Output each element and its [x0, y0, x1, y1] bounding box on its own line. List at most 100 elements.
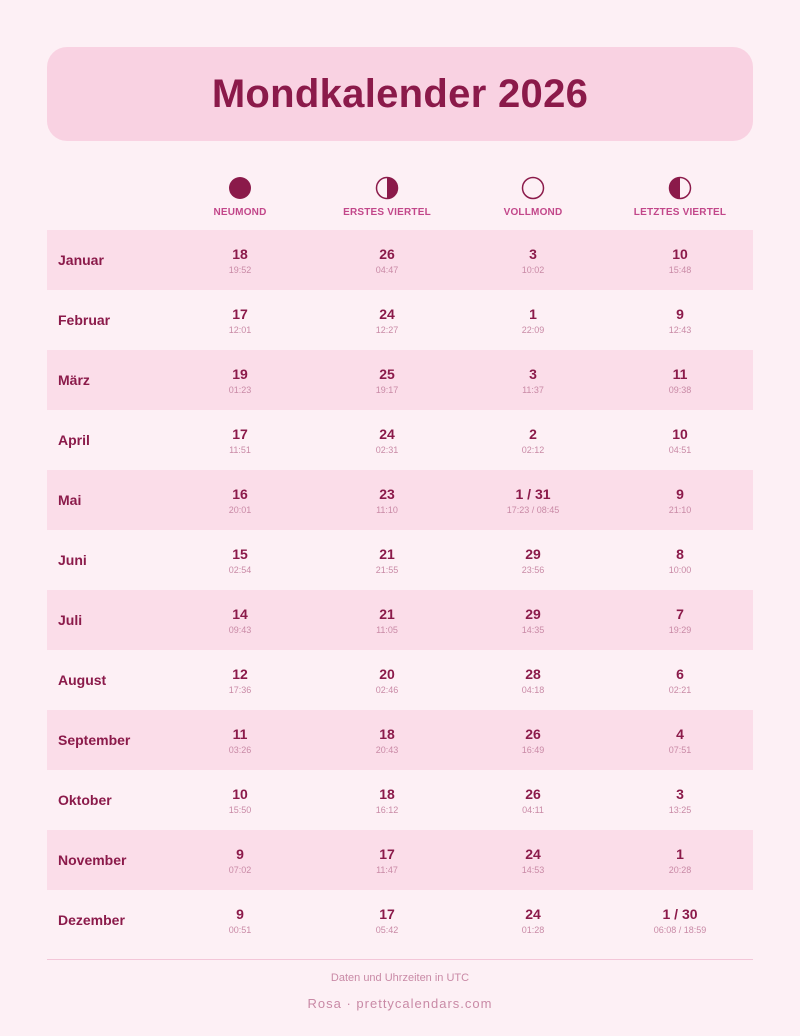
phase-day: 2	[529, 426, 537, 442]
phase-time: 09:43	[228, 625, 252, 635]
last-quarter-icon	[668, 176, 692, 200]
phase-time: 09:38	[668, 385, 692, 395]
month-label: November	[58, 852, 127, 868]
phase-cell: 14 09:43	[165, 606, 315, 636]
phase-cell: 24 12:27	[312, 306, 462, 336]
phase-day: 9	[236, 846, 244, 862]
phase-time: 19:29	[668, 625, 692, 635]
phase-time: 12:43	[668, 325, 692, 335]
phase-time: 01:23	[228, 385, 252, 395]
phase-day: 20	[379, 666, 395, 682]
month-label: Dezember	[58, 912, 125, 928]
phase-day: 10	[232, 786, 248, 802]
phase-day: 28	[525, 666, 541, 682]
table-row: Juni 15 02:54 21 21:55 29 23:56 8 10:00	[47, 530, 753, 590]
phase-cell: 9 21:10	[605, 486, 755, 516]
phase-time: 07:02	[228, 865, 252, 875]
phase-day: 1 / 31	[515, 486, 551, 502]
phase-day: 24	[525, 906, 541, 922]
phase-day: 3	[529, 366, 537, 382]
phase-day: 17	[379, 846, 395, 862]
phase-time: 20:28	[668, 865, 692, 875]
phase-day: 24	[379, 426, 395, 442]
phase-time: 16:49	[521, 745, 545, 755]
phase-time: 10:00	[668, 565, 692, 575]
title-banner: Mondkalender 2026	[47, 47, 753, 141]
phase-day: 1 / 30	[662, 906, 698, 922]
phase-time: 04:18	[521, 685, 545, 695]
phase-cell: 8 10:00	[605, 546, 755, 576]
phase-day: 18	[379, 726, 395, 742]
phase-day: 10	[672, 426, 688, 442]
table-row: Juli 14 09:43 21 11:05 29 14:35 7 19:29	[47, 590, 753, 650]
phase-day: 9	[236, 906, 244, 922]
phase-day: 23	[379, 486, 395, 502]
phase-cell: 24 01:28	[458, 906, 608, 936]
phase-cell: 26 04:11	[458, 786, 608, 816]
phase-time: 22:09	[521, 325, 545, 335]
phase-time: 02:12	[521, 445, 545, 455]
phase-cell: 11 03:26	[165, 726, 315, 756]
phase-day: 11	[672, 366, 688, 382]
new-moon-icon	[229, 177, 251, 199]
phase-cell: 18 19:52	[165, 246, 315, 276]
table-row: Mai 16 20:01 23 11:10 1 / 31 17:23 / 08:45 9 21:…	[47, 470, 753, 530]
phase-time: 06:08 / 18:59	[653, 925, 707, 935]
phase-cell: 7 19:29	[605, 606, 755, 636]
phase-cell: 26 04:47	[312, 246, 462, 276]
phase-time: 14:53	[521, 865, 545, 875]
phase-time: 11:10	[376, 505, 398, 515]
phase-cell: 4 07:51	[605, 726, 755, 756]
month-label: März	[58, 372, 90, 388]
phase-cell: 10 04:51	[605, 426, 755, 456]
timezone-note: Daten und Uhrzeiten in UTC	[330, 972, 470, 984]
phase-day: 26	[379, 246, 395, 262]
month-label: Mai	[58, 492, 82, 508]
table-row: Februar 17 12:01 24 12:27 1 22:09 9 12:43	[47, 290, 753, 350]
phase-cell: 18 20:43	[312, 726, 462, 756]
phase-cell: 24 02:31	[312, 426, 462, 456]
phase-day: 18	[232, 246, 248, 262]
phase-day: 24	[379, 306, 395, 322]
phase-time: 20:01	[228, 505, 252, 515]
phase-cell: 6 02:21	[605, 666, 755, 696]
month-label: Juni	[58, 552, 87, 568]
phase-cell: 1 / 31 17:23 / 08:45	[458, 486, 608, 516]
phase-cell: 9 00:51	[165, 906, 315, 936]
phase-cell: 26 16:49	[458, 726, 608, 756]
phase-label: NEUMOND	[213, 207, 267, 218]
phase-day: 14	[232, 606, 248, 622]
phase-cell: 1 20:28	[605, 846, 755, 876]
phase-cell: 3 13:25	[605, 786, 755, 816]
phase-cell: 17 11:51	[165, 426, 315, 456]
phase-day: 3	[676, 786, 684, 802]
phase-cell: 1 / 30 06:08 / 18:59	[605, 906, 755, 936]
phase-day: 10	[672, 246, 688, 262]
phase-day: 8	[676, 546, 684, 562]
phase-cell: 11 09:38	[605, 366, 755, 396]
phase-day: 1	[676, 846, 684, 862]
phase-cell: 17 05:42	[312, 906, 462, 936]
phase-time: 17:23 / 08:45	[506, 505, 560, 515]
moon-phase-table: Januar 18 19:52 26 04:47 3 10:02 10 15:48 Februar…	[47, 230, 753, 950]
phase-day: 26	[525, 786, 541, 802]
phase-time: 11:51	[229, 445, 251, 455]
phase-time: 01:28	[521, 925, 545, 935]
phase-day: 26	[525, 726, 541, 742]
page-title: Mondkalender 2026	[211, 71, 589, 116]
phase-time: 04:51	[668, 445, 692, 455]
month-label: Januar	[58, 252, 104, 268]
phase-time: 02:46	[375, 685, 399, 695]
phase-cell: 10 15:48	[605, 246, 755, 276]
phase-day: 16	[232, 486, 248, 502]
phase-time: 04:47	[375, 265, 399, 275]
phase-time: 12:27	[375, 325, 399, 335]
month-label: September	[58, 732, 131, 748]
phase-day: 25	[379, 366, 395, 382]
phase-cell: 12 17:36	[165, 666, 315, 696]
phase-cell: 29 23:56	[458, 546, 608, 576]
phase-time: 14:35	[521, 625, 545, 635]
table-row: Januar 18 19:52 26 04:47 3 10:02 10 15:48	[47, 230, 753, 290]
phase-day: 1	[529, 306, 537, 322]
table-row: November 9 07:02 17 11:47 24 14:53 1 20:28	[47, 830, 753, 890]
